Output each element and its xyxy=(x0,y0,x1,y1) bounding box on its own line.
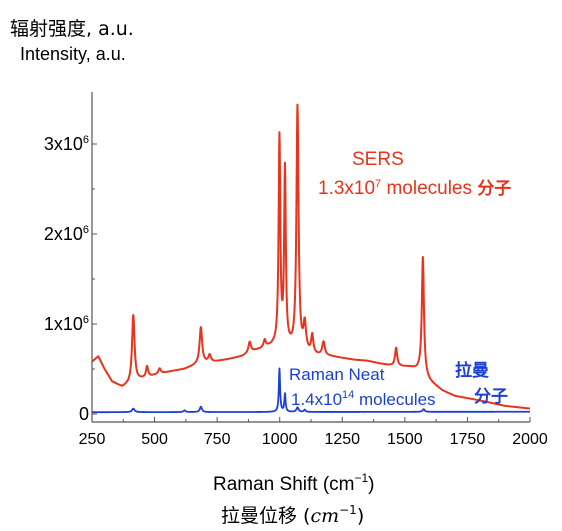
raman-neat-spectrum-line xyxy=(91,367,531,414)
x-tick-label: 1500 xyxy=(387,431,423,448)
x-tick-label: 250 xyxy=(79,431,106,448)
x-tick-label: 1250 xyxy=(324,431,360,448)
raman-neat-label: Raman Neat xyxy=(289,365,385,384)
x-axis-label-cn: 拉曼位移 (cm−1) xyxy=(221,503,364,527)
x-tick-label: 2000 xyxy=(512,431,548,448)
x-ticks: 250 500 750 1000 1250 1500 1750 2000 xyxy=(79,417,548,448)
sers-label: SERS xyxy=(352,149,404,170)
x-axis-label: Raman Shift (cm−1) xyxy=(213,471,375,495)
y-axis-label: Intensity, a.u. xyxy=(20,44,126,64)
plot-area xyxy=(91,103,531,414)
raman-cn-label-2: 分子 xyxy=(474,387,508,407)
x-tick-label: 750 xyxy=(204,431,231,448)
x-tick-label: 1000 xyxy=(262,431,298,448)
raman-cn-label-1: 拉曼 xyxy=(455,360,489,381)
raman-neat-count-label: 1.4x1014 molecules xyxy=(291,389,436,409)
y-axis-label-cn: 辐射强度, a.u. xyxy=(10,18,134,40)
x-tick-label: 500 xyxy=(141,431,168,448)
x-tick-label: 1750 xyxy=(450,431,486,448)
y-tick-label: 2x106 xyxy=(44,224,89,244)
sers-count-label: 1.3x107 molecules 分子 xyxy=(318,178,511,199)
y-tick-label: 0 xyxy=(79,404,89,424)
y-tick-label: 3x106 xyxy=(44,134,89,154)
y-ticks: 0 1x106 2x106 3x106 xyxy=(44,134,97,424)
y-tick-label: 1x106 xyxy=(44,314,89,334)
sers-spectrum-line xyxy=(91,103,531,410)
